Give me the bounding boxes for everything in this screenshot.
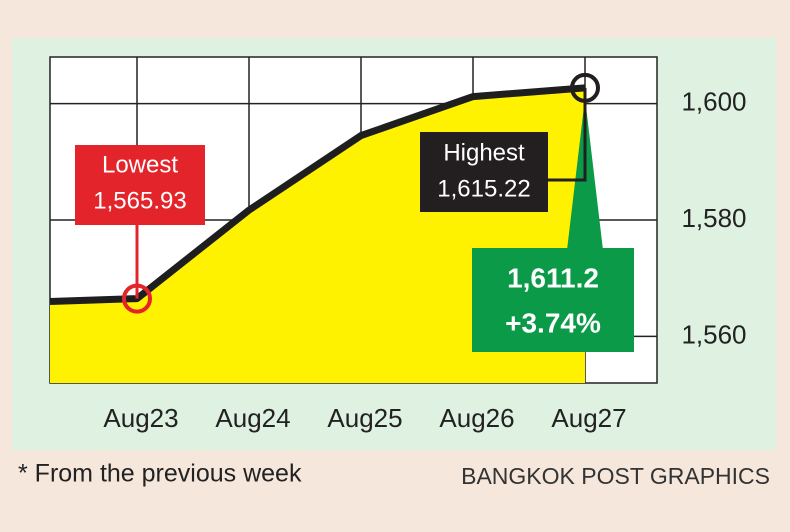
annotation-text: 1,611.2 [507,262,599,293]
footnote: * From the previous week [18,460,302,488]
marker [570,72,600,103]
annotation-text: Highest [443,139,525,166]
annotation-box [420,132,548,212]
annotation-text: Lowest [102,151,178,178]
x-tick-label: Aug26 [439,403,514,433]
x-tick-label: Aug25 [327,403,402,433]
x-tick-label: Aug23 [103,403,178,433]
x-tick-label: Aug24 [215,403,290,433]
y-tick-label: 1,580 [681,203,746,233]
x-tick-label: Aug27 [551,403,626,433]
source: BANGKOK POST GRAPHICS [461,463,770,489]
annotation-box [472,248,634,352]
marker [122,283,152,314]
y-tick-label: 1,600 [681,86,746,116]
annotation-text: +3.74% [505,307,601,338]
annotation-text: 1,615.22 [437,175,530,202]
y-tick-label: 1,560 [681,319,746,349]
annotation-text: 1,565.93 [93,187,186,214]
connector [548,87,587,182]
annotation-box [75,145,205,225]
